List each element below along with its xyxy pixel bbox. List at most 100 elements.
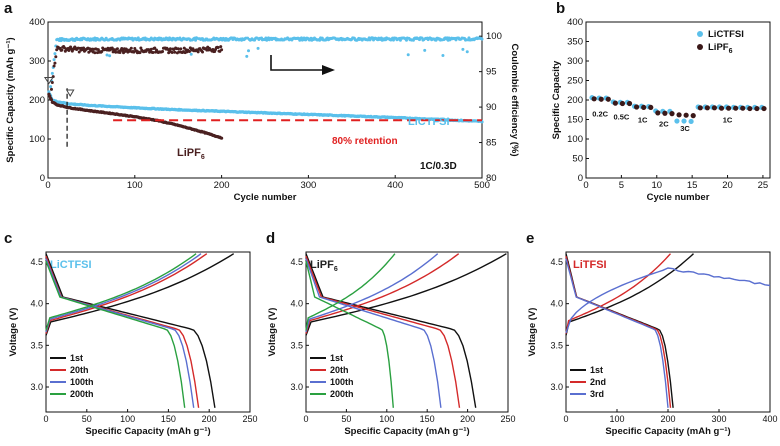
- y-tick-label: 3.0: [550, 382, 563, 392]
- ce-point-lipf6: [118, 51, 122, 55]
- charge-curve: [565, 253, 694, 336]
- ce-point-lipf6: [167, 51, 171, 55]
- panel-tag: LiTFSI: [573, 259, 607, 271]
- x-tick-label: 100: [609, 414, 624, 424]
- y-tick-label: 4.0: [290, 299, 303, 309]
- y2-tick-label: 100: [486, 31, 502, 42]
- ce-point-lipf6: [173, 50, 177, 54]
- rate-label: 2C: [659, 120, 669, 129]
- y2-tick-label: 80: [486, 173, 497, 184]
- point-lipf6: [655, 110, 661, 116]
- y-tick-label: 100: [567, 134, 583, 145]
- x-tick-label: 20: [722, 180, 733, 191]
- y-axis-label: Specific Capacity (mAh g⁻¹): [5, 37, 16, 162]
- x-tick-label: 150: [161, 414, 176, 424]
- discharge-curve: [305, 253, 477, 408]
- x-tick-label: 200: [660, 414, 675, 424]
- y2-tick-label: 85: [486, 138, 497, 149]
- y-tick-label: 400: [567, 17, 583, 28]
- x-tick-label: 0: [563, 414, 568, 424]
- ce-point-lipf6: [151, 51, 155, 55]
- legend-label-lipf6: LiPF6: [708, 42, 733, 55]
- point-lipf6: [626, 100, 633, 107]
- y-tick-label: 4.5: [30, 257, 43, 267]
- axis-arrow-line: [270, 55, 322, 71]
- x-tick-label: 300: [711, 414, 726, 424]
- y-axis-label: Voltage (V): [267, 308, 278, 357]
- x-tick-label: 400: [387, 180, 403, 191]
- discharge-curve: [305, 258, 442, 408]
- point-lipf6: [591, 96, 597, 102]
- ce-point-lictfsi: [105, 53, 109, 57]
- point-lipf6: [634, 104, 640, 110]
- charge-curve: [305, 253, 439, 333]
- x-tick-label: 0: [45, 180, 50, 191]
- panel-letter: d: [266, 230, 275, 247]
- point-lipf6: [726, 105, 732, 111]
- panel-tag: LiCTFSI: [50, 259, 92, 271]
- x-tick-label: 100: [127, 180, 143, 191]
- x-tick-label: 200: [202, 414, 217, 424]
- label-lipf6: LiPF6: [177, 147, 205, 161]
- x-tick-label: 200: [460, 414, 475, 424]
- legend-label: 100th: [70, 377, 94, 387]
- capacity-point-lipf6: [49, 98, 54, 102]
- panel-d: d 0 50 100 150 200 250 3.0 3.5 4.0 4.5 Specific Cap…: [266, 230, 516, 437]
- legend-marker-lipf6: [697, 44, 703, 50]
- legend-label: 100th: [330, 377, 354, 387]
- point-lictfsi: [681, 118, 687, 124]
- discharge-curve: [565, 258, 669, 408]
- label-lipf6-sub: 6: [201, 154, 205, 161]
- ce-point-lictfsi: [53, 52, 57, 56]
- x-axis-label: Specific Capacity (mAh g⁻¹): [605, 426, 730, 437]
- panel-a: a 0 100 200 300 400 500 0 100 200 300 400 Cycle numb…: [4, 0, 520, 203]
- x-tick-label: 500: [474, 180, 490, 191]
- rate-label: 0.5C: [613, 113, 629, 122]
- x-tick-label: 250: [500, 414, 515, 424]
- ce-point-lipf6: [96, 48, 100, 52]
- point-lipf6: [697, 105, 703, 111]
- ce-point-lipf6: [67, 49, 71, 53]
- discharge-curve: [45, 258, 195, 408]
- point-lictfsi: [674, 118, 680, 124]
- legend-label: 1st: [590, 365, 603, 375]
- point-lipf6: [733, 105, 739, 111]
- y-tick-label: 3.0: [30, 382, 43, 392]
- ce-point-lictfsi: [480, 37, 484, 41]
- label-lictfsi: LiCTFSI: [408, 116, 450, 128]
- legend-label-lipf6-main: LiPF: [708, 42, 729, 53]
- point-lipf6: [747, 105, 753, 112]
- discharge-curve: [45, 260, 186, 408]
- ce-point-lictfsi: [136, 36, 140, 40]
- point-lipf6: [704, 105, 710, 111]
- y-axis-label: Specific Capacity: [551, 60, 562, 139]
- charge-curve: [45, 253, 202, 333]
- charge-curve: [305, 253, 507, 336]
- ce-point-lipf6: [100, 50, 104, 54]
- label-lipf6-main: LiPF: [177, 147, 201, 159]
- rate-label: 3C: [680, 124, 690, 133]
- triangle-marker-icon: [43, 77, 54, 85]
- point-lipf6: [641, 104, 647, 111]
- rate-label: 1C/0.3D: [420, 161, 457, 172]
- ce-point-lictfsi: [247, 49, 251, 53]
- panel-tag-sub: 6: [334, 266, 338, 273]
- ce-point-lictfsi: [50, 71, 54, 75]
- legend-label: 20th: [330, 365, 349, 375]
- ce-point-lipf6: [219, 45, 223, 49]
- ce-point-lictfsi: [465, 50, 469, 54]
- ce-point-lipf6: [114, 50, 118, 54]
- x-tick-label: 100: [379, 414, 394, 424]
- plot-frame: [47, 21, 483, 179]
- y2-tick-label: 90: [486, 102, 497, 113]
- ce-point-lictfsi: [245, 54, 249, 58]
- point-lipf6: [662, 110, 668, 116]
- point-lipf6: [683, 112, 689, 118]
- arrow-right-icon: [322, 65, 335, 75]
- x-axis-label: Specific Capacity (mAh g⁻¹): [85, 426, 210, 437]
- x-tick-label: 200: [214, 180, 230, 191]
- ce-point-lictfsi: [189, 52, 193, 56]
- rate-label: 1C: [638, 116, 648, 125]
- ce-point-lipf6: [50, 81, 54, 85]
